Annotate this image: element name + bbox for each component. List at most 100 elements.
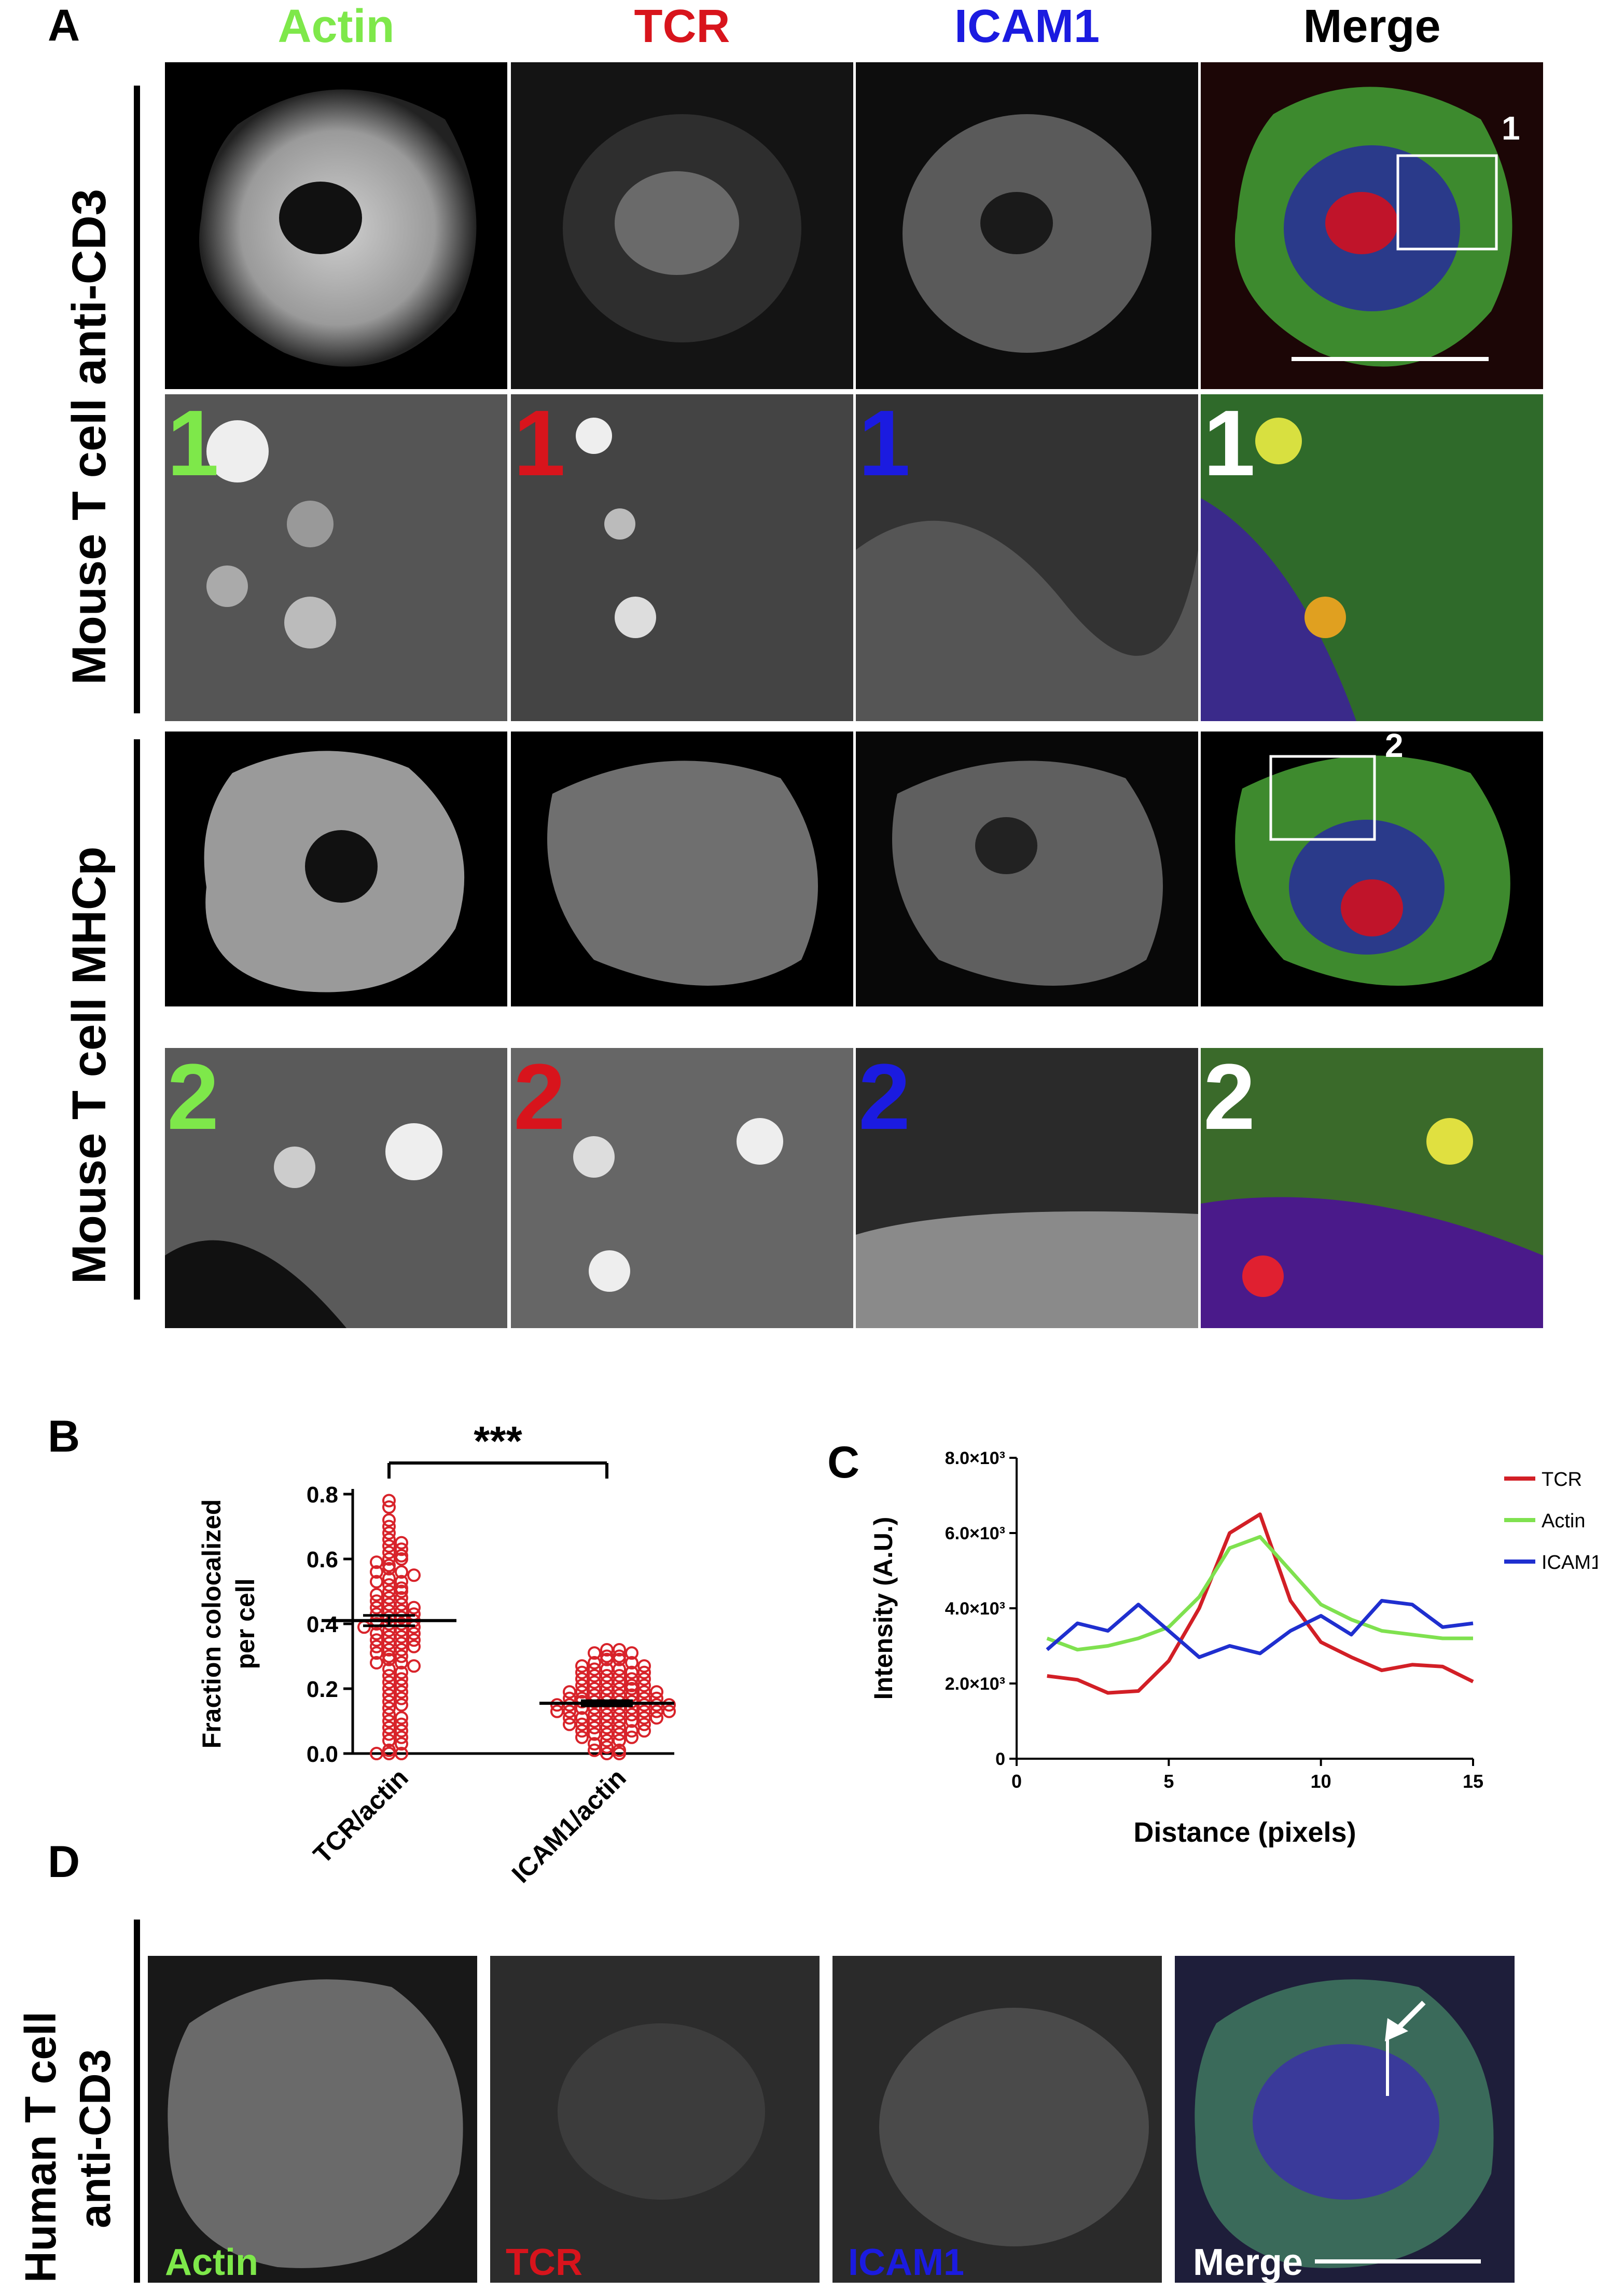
b-data-point [370,1633,383,1647]
b-data-point [588,1708,601,1721]
image-icam1-anti-cd3 [856,62,1198,389]
row-label-mouse-anti-cd3: Mouse T cell anti-CD3 [63,189,116,685]
image-human-icam1 [832,1956,1162,2283]
column-header-merge: Merge [1303,1,1441,52]
b-data-point [395,1656,408,1669]
c-y-tick-label: 2.0×10³ [945,1674,1005,1694]
image-human-tcr [490,1956,820,2283]
b-data-point [637,1665,651,1679]
panel-letter-d: D [48,1837,80,1887]
b-data-point [382,1701,396,1715]
b-data-point [382,1721,396,1734]
column-header-tcr: TCR [634,1,730,52]
b-data-point [395,1685,408,1699]
column-header-icam1: ICAM1 [954,1,1100,52]
zoom-actin-1 [165,394,507,721]
b-data-point [575,1659,589,1673]
b-data-point [395,1737,408,1751]
b-data-point [395,1730,408,1744]
image-human-merge [1175,1956,1515,2283]
c-series-line-icam1 [1046,1599,1474,1659]
b-data-point [407,1568,421,1582]
c-y-tick-label: 0 [995,1749,1005,1769]
b-data-point [407,1600,421,1614]
b-data-point [625,1730,639,1744]
c-y-label: Intensity (A.U.) [869,1517,898,1700]
b-data-point [613,1747,626,1760]
b-data-point [370,1588,383,1602]
zoom-label-actin-1: 1 [167,391,219,495]
b-data-point [382,1578,396,1592]
b-data-point [370,1626,383,1640]
zoom-tcr-1 [511,394,853,721]
zoom-label-merge-2: 2 [1203,1045,1256,1149]
b-x-tick-label: TCR/actin [308,1763,414,1869]
b-data-point [613,1662,626,1676]
b-data-point [382,1520,396,1534]
zoom-icam1-2 [856,1048,1198,1328]
b-x-tick-label: ICAM1/actin [506,1763,632,1888]
zoom-label-merge-1: 1 [1203,391,1256,495]
b-data-point [370,1747,383,1760]
b-data-point [382,1500,396,1514]
b-data-point [575,1724,589,1738]
b-data-point [382,1662,396,1676]
b-y-tick-label: 0.6 [307,1547,338,1572]
b-data-point [588,1743,601,1757]
b-data-point [382,1513,396,1527]
zoom-label-icam1-2: 2 [858,1045,911,1149]
zoom-label-icam1-1: 1 [858,391,911,495]
b-data-point [395,1565,408,1579]
c-y-tick-label: 6.0×10³ [945,1524,1005,1543]
b-data-point [613,1727,626,1741]
b-data-point [637,1659,651,1673]
b-data-point [395,1597,408,1611]
b-data-point [588,1727,601,1741]
b-data-point [563,1711,576,1725]
b-data-point [382,1539,396,1553]
b-data-point [382,1526,396,1540]
b-data-point [395,1536,408,1550]
b-data-point [407,1626,421,1640]
panel-letter-a: A [48,1,80,50]
b-data-point [382,1688,396,1702]
b-data-point [395,1617,408,1631]
b-data-point [395,1643,408,1657]
column-header-actin: Actin [277,1,395,52]
b-data-point [550,1698,564,1712]
b-data-point [395,1672,408,1686]
label-human-tcr: TCR [506,2242,582,2283]
b-data-point [382,1571,396,1585]
b-data-point [407,1639,421,1653]
b-data-point [600,1740,614,1754]
b-data-point [370,1656,383,1669]
b-data-point [662,1704,676,1718]
b-data-point [588,1675,601,1689]
b-data-point [637,1724,651,1738]
c-y-tick-label: 4.0×10³ [945,1599,1005,1619]
zoom-label-tcr-2: 2 [513,1045,566,1149]
b-data-point [637,1678,651,1692]
zoom-actin-2 [165,1048,507,1328]
b-data-point [613,1643,626,1657]
b-data-point [382,1714,396,1728]
b-data-point [395,1552,408,1566]
b-data-point [370,1565,383,1579]
b-data-point [588,1714,601,1728]
b-data-point [395,1665,408,1679]
b-data-point [613,1734,626,1747]
b-data-point [395,1711,408,1725]
b-data-point [637,1672,651,1686]
b-data-point [382,1734,396,1747]
b-data-point [625,1646,639,1660]
b-data-point [407,1633,421,1647]
label-human-merge: Merge [1193,2242,1303,2283]
b-data-point [588,1737,601,1751]
b-data-point [395,1698,408,1712]
b-data-point [563,1717,576,1731]
b-data-point [407,1659,421,1673]
b-data-point [550,1704,564,1718]
zoom-merge-1 [1201,394,1543,721]
c-series-line-actin [1046,1535,1473,1652]
b-y-label-line2: per cell [231,1578,260,1669]
